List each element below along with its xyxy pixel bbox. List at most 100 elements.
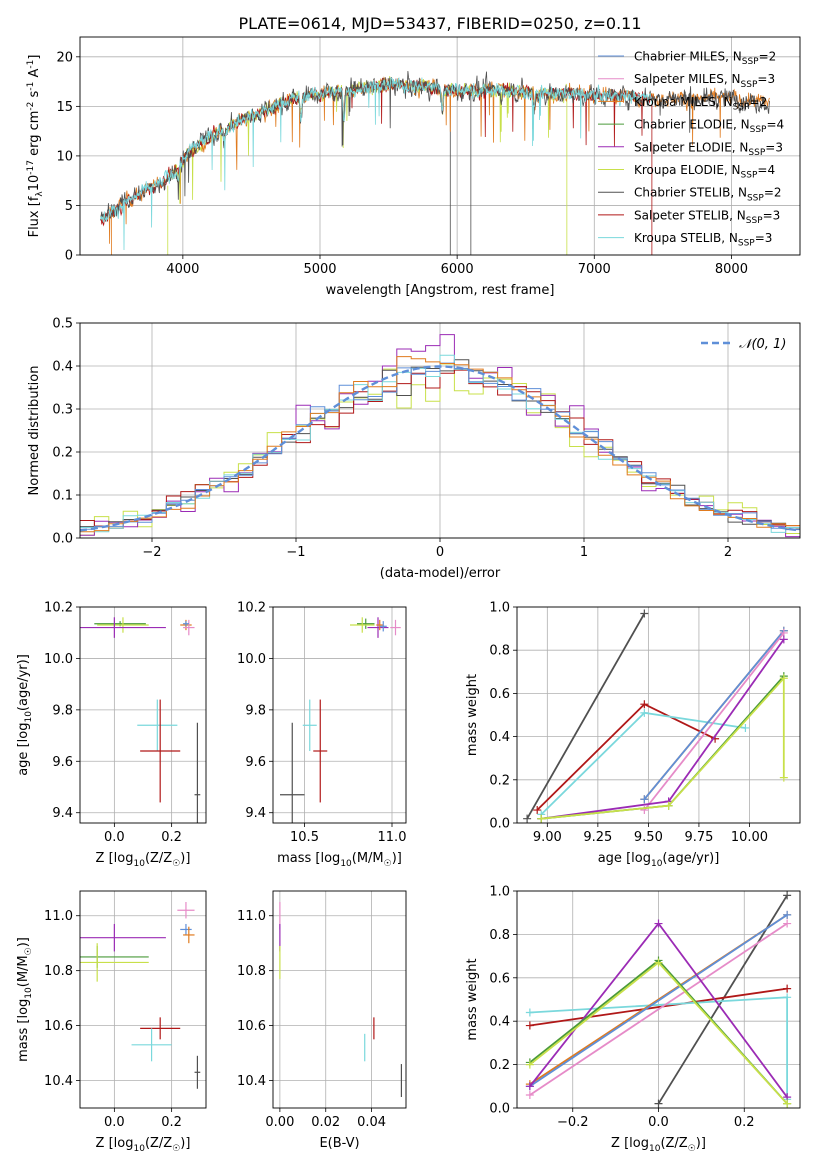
weight-series-chabrier-stelib bbox=[523, 609, 649, 823]
errorbar-point-chabrier-stelib bbox=[194, 1055, 201, 1089]
x-axis-label: Z [log10(Z/Z☉)] bbox=[611, 1136, 706, 1154]
spectrum-line-kroupa-stelib bbox=[100, 76, 653, 251]
weight-line bbox=[529, 914, 788, 1088]
weight-series-salpeter-miles bbox=[525, 919, 792, 1099]
legend-label: Kroupa ELODIE, NSSP=4 bbox=[634, 163, 775, 181]
weight-marker bbox=[664, 801, 673, 810]
y-tick-label: 9.8 bbox=[245, 703, 266, 718]
y-tick-label: 10.6 bbox=[44, 1019, 73, 1034]
y-tick-label: 0.0 bbox=[489, 817, 510, 832]
panel-weight-vs-age: 9.00 9.25 9.50 9.75 10.00 0.0 0.2 0.4 0.6 0.8 1.0 a… bbox=[465, 601, 801, 869]
errorbar-point-salpeter-stelib bbox=[313, 699, 328, 803]
weight-marker bbox=[654, 958, 663, 967]
weight-marker bbox=[654, 1099, 663, 1108]
weight-marker bbox=[783, 984, 792, 993]
plot-area bbox=[80, 334, 800, 538]
x-axis-label: (data-model)/error bbox=[380, 566, 501, 581]
panel-mass-vs-ebv: 0.00 0.02 0.04 10.4 10.6 10.8 11.0 E(B-V) bbox=[237, 890, 407, 1151]
x-tick-label: 0.00 bbox=[265, 1115, 294, 1130]
y-tick-label: 11.0 bbox=[44, 909, 73, 924]
y-tick-label: 0.8 bbox=[489, 928, 510, 943]
panel-residuals: −2 −1 0 1 2 0.0 0.1 0.2 0.3 0.4 0.5 (data-model)/er… bbox=[27, 317, 801, 581]
weight-marker bbox=[640, 700, 649, 709]
weight-marker bbox=[640, 708, 649, 717]
weight-marker bbox=[783, 993, 792, 1002]
weight-marker bbox=[783, 910, 792, 919]
weight-line bbox=[643, 632, 785, 811]
y-tick-label: 9.6 bbox=[245, 755, 266, 770]
weight-line bbox=[526, 613, 646, 820]
y-tick-label: 10.0 bbox=[44, 652, 73, 667]
y-tick-label: 20 bbox=[56, 50, 73, 65]
weight-marker bbox=[741, 723, 750, 732]
weight-series-kroupa-elodie bbox=[525, 958, 792, 1108]
x-tick-label: 1 bbox=[580, 545, 588, 560]
weight-series-chabrier-miles bbox=[640, 626, 788, 804]
y-axis-label: mass weight bbox=[465, 958, 480, 1040]
spectrum-legend: Chabrier MILES, NSSP=2 Salpeter MILES, NS… bbox=[598, 50, 784, 249]
y-tick-label: 10.2 bbox=[44, 601, 73, 616]
errorbar-point-kroupa-stelib bbox=[131, 1028, 172, 1062]
y-tick-label: 9.4 bbox=[245, 806, 266, 821]
x-axis-label: wavelength [Angstrom, rest frame] bbox=[326, 283, 555, 298]
axes-frame bbox=[272, 606, 407, 824]
errorbar-point-salpeter-stelib bbox=[140, 699, 181, 803]
x-axis-label: age [log10(age/yr)] bbox=[598, 851, 720, 869]
x-axis-label: E(B-V) bbox=[319, 1136, 359, 1151]
x-tick-label: 0.02 bbox=[311, 1115, 340, 1130]
weight-marker bbox=[525, 1008, 534, 1017]
figure-title: PLATE=0614, MJD=53437, FIBERID=0250, z=0… bbox=[238, 14, 641, 33]
y-axis-label: mass weight bbox=[465, 674, 480, 756]
x-axis-label: Z [log10(Z/Z☉)] bbox=[96, 851, 191, 869]
x-tick-label: −0.2 bbox=[557, 1115, 589, 1130]
errorbar-point-salpeter-elodie bbox=[80, 923, 166, 952]
errorbar-point-chabrier-stelib bbox=[194, 722, 201, 823]
legend-label: Salpeter MILES, NSSP=3 bbox=[634, 72, 775, 90]
weight-marker bbox=[523, 814, 532, 823]
weight-marker bbox=[779, 773, 788, 782]
errorbar-point-salpeter-miles bbox=[390, 619, 401, 636]
x-tick-label: 6000 bbox=[441, 262, 474, 277]
legend-label: Kroupa STELIB, NSSP=3 bbox=[634, 231, 772, 249]
y-tick-label: 5 bbox=[65, 199, 73, 214]
y-tick-label: 9.4 bbox=[52, 806, 73, 821]
weight-marker bbox=[779, 674, 788, 683]
histogram-kroupa-miles bbox=[80, 356, 800, 533]
x-axis-label: Z [log10(Z/Z☉)] bbox=[96, 1136, 191, 1154]
y-tick-label: 10 bbox=[56, 149, 73, 164]
x-axis-label: mass [log10(M/M☉)] bbox=[277, 851, 402, 869]
y-tick-label: 0.6 bbox=[489, 971, 510, 986]
y-axis-label: mass [log10(M/M☉)] bbox=[16, 937, 34, 1062]
errorbar-point-kroupa-elodie bbox=[80, 943, 149, 982]
x-tick-label: 8000 bbox=[715, 262, 748, 277]
errorbar-point-kroupa-elodie bbox=[350, 617, 375, 633]
y-axis-label: age [log10(age/yr)] bbox=[16, 654, 34, 776]
x-tick-label: 10.00 bbox=[731, 830, 768, 845]
y-tick-label: 0.4 bbox=[52, 360, 73, 375]
axes-frame bbox=[79, 322, 801, 539]
plot-area bbox=[279, 901, 403, 1098]
errorbar-point-kroupa-elodie bbox=[97, 617, 149, 633]
weight-series-kroupa-elodie bbox=[537, 674, 788, 823]
plot-area bbox=[280, 617, 401, 823]
plot-area bbox=[80, 617, 201, 823]
errorbar-point-salpeter-elodie bbox=[367, 617, 389, 638]
y-tick-label: 10.0 bbox=[237, 652, 266, 667]
weight-marker bbox=[783, 1099, 792, 1108]
x-tick-label: −1 bbox=[286, 545, 305, 560]
y-tick-label: 10.4 bbox=[237, 1074, 266, 1089]
y-tick-label: 0.2 bbox=[489, 773, 510, 788]
x-tick-label: −2 bbox=[142, 545, 161, 560]
weight-line bbox=[643, 630, 785, 800]
x-tick-label: 10.5 bbox=[290, 830, 319, 845]
weight-marker bbox=[537, 814, 546, 823]
y-tick-label: 9.6 bbox=[52, 755, 73, 770]
x-tick-label: 0.0 bbox=[104, 830, 125, 845]
axes-frame bbox=[516, 890, 801, 1109]
x-tick-label: 9.25 bbox=[583, 830, 612, 845]
legend-label: Kroupa MILES, NSSP=2 bbox=[634, 95, 767, 113]
residuals-legend: 𝒩(0, 1) bbox=[701, 337, 786, 352]
weight-series-salpeter-stelib bbox=[533, 700, 720, 815]
gridlines bbox=[80, 606, 206, 823]
